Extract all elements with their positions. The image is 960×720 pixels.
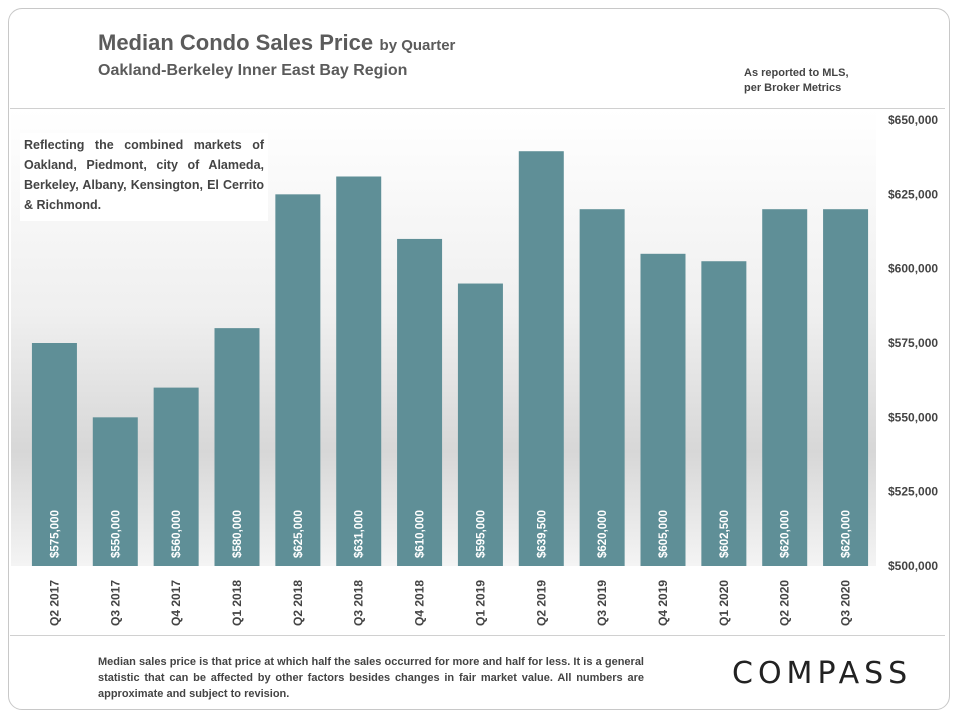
data-label: $620,000 xyxy=(780,510,792,558)
x-tick-label: Q1 2018 xyxy=(230,580,244,626)
data-label: $620,000 xyxy=(841,510,853,558)
y-tick-label: $525,000 xyxy=(888,485,938,499)
bar-q2-2020 xyxy=(762,209,808,566)
x-tick-label: Q3 2019 xyxy=(595,580,609,626)
y-tick-label: $625,000 xyxy=(888,187,938,201)
x-tick-label: Q4 2019 xyxy=(656,580,670,626)
x-tick-label: Q1 2020 xyxy=(717,580,731,626)
data-label: $625,000 xyxy=(293,510,305,558)
bar-q1-2018 xyxy=(214,328,260,566)
chart-subtitle: Oakland-Berkeley Inner East Bay Region xyxy=(98,62,408,79)
bar-q2-2018 xyxy=(275,194,321,567)
data-label: $610,000 xyxy=(415,510,427,558)
bar-q1-2020 xyxy=(701,261,747,566)
data-label: $620,000 xyxy=(597,510,609,558)
x-tick-label: Q2 2017 xyxy=(47,580,61,626)
data-label: $560,000 xyxy=(171,510,183,558)
x-tick-label: Q4 2018 xyxy=(413,580,427,626)
y-tick-label: $600,000 xyxy=(888,262,938,276)
x-tick-label: Q3 2020 xyxy=(839,580,853,626)
data-label: $639,500 xyxy=(536,510,548,558)
data-label: $575,000 xyxy=(49,510,61,558)
bar-q1-2019 xyxy=(457,283,503,566)
market-note: Reflecting the combined markets of Oakla… xyxy=(20,133,268,221)
y-tick-label: $575,000 xyxy=(888,336,938,350)
chart-title-suffix: by Quarter xyxy=(379,37,456,54)
source-note: As reported to MLS, per Broker Metrics xyxy=(744,67,849,94)
bar-q4-2019 xyxy=(640,253,686,567)
y-tick-label: $650,000 xyxy=(888,113,938,127)
bar-q4-2017 xyxy=(153,387,199,566)
bar-q4-2018 xyxy=(397,238,443,566)
data-label: $602,500 xyxy=(719,510,731,558)
footer-disclaimer: Median sales price is that price at whic… xyxy=(98,656,644,700)
data-label: $595,000 xyxy=(475,510,487,558)
bar-q3-2018 xyxy=(336,176,382,566)
compass-logo: COMPASS xyxy=(732,656,913,691)
data-label: $550,000 xyxy=(110,510,122,558)
data-label: $580,000 xyxy=(232,510,244,558)
y-tick-label: $500,000 xyxy=(888,559,938,573)
data-label: $605,000 xyxy=(658,510,670,558)
x-tick-label: Q2 2020 xyxy=(778,580,792,626)
y-tick-label: $550,000 xyxy=(888,410,938,424)
x-tick-label: Q2 2019 xyxy=(534,580,548,626)
x-tick-label: Q2 2018 xyxy=(291,580,305,626)
chart-title: Median Condo Sales Price by Quarter xyxy=(98,30,455,56)
x-tick-label: Q4 2017 xyxy=(169,580,183,626)
bar-q2-2017 xyxy=(31,343,77,566)
bar-q2-2019 xyxy=(518,151,564,566)
x-tick-label: Q3 2017 xyxy=(108,580,122,626)
plot-area-border xyxy=(10,108,945,636)
bar-q3-2017 xyxy=(92,417,138,566)
data-label: $631,000 xyxy=(354,510,366,558)
chart-title-main: Median Condo Sales Price xyxy=(98,30,374,55)
x-tick-label: Q1 2019 xyxy=(473,580,487,626)
x-tick-label: Q3 2018 xyxy=(352,580,366,626)
bar-q3-2019 xyxy=(579,209,625,566)
bar-q3-2020 xyxy=(823,209,869,566)
